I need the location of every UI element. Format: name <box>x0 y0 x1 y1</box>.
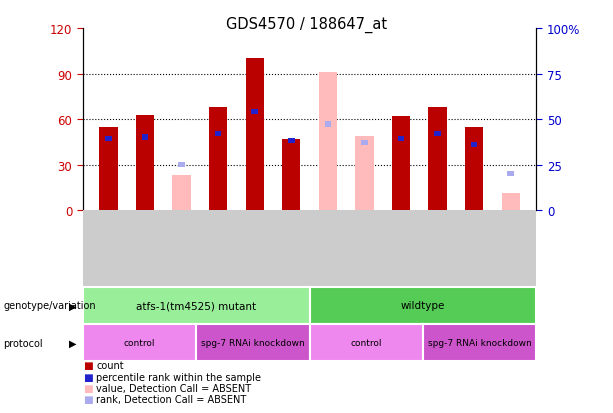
Text: control: control <box>351 338 382 347</box>
Text: ▶: ▶ <box>69 301 76 311</box>
Bar <box>99 127 118 211</box>
Bar <box>356 136 373 211</box>
Bar <box>361 140 368 146</box>
Text: ▶: ▶ <box>69 338 76 348</box>
Bar <box>136 115 154 211</box>
Text: spg-7 RNAi knockdown: spg-7 RNAi knockdown <box>201 338 305 347</box>
Bar <box>215 131 221 137</box>
Bar <box>501 194 520 211</box>
Bar <box>435 131 441 137</box>
Text: GDS4570 / 188647_at: GDS4570 / 188647_at <box>226 17 387 33</box>
Bar <box>508 171 514 177</box>
Text: percentile rank within the sample: percentile rank within the sample <box>96 372 261 382</box>
Text: rank, Detection Call = ABSENT: rank, Detection Call = ABSENT <box>96 394 246 404</box>
Bar <box>172 176 191 211</box>
Bar <box>319 73 337 211</box>
Text: ■: ■ <box>83 394 93 404</box>
Bar <box>465 127 483 211</box>
Bar <box>105 137 112 142</box>
Bar <box>246 59 264 211</box>
Text: spg-7 RNAi knockdown: spg-7 RNAi knockdown <box>428 338 531 347</box>
Bar <box>392 117 410 211</box>
Text: genotype/variation: genotype/variation <box>3 301 96 311</box>
Text: ■: ■ <box>83 383 93 393</box>
Text: control: control <box>124 338 155 347</box>
Bar <box>428 108 447 211</box>
Bar <box>398 137 405 142</box>
Bar <box>288 138 295 144</box>
Bar <box>178 162 185 168</box>
Bar <box>324 122 331 128</box>
Text: ■: ■ <box>83 372 93 382</box>
Text: wildtype: wildtype <box>401 301 445 311</box>
Bar <box>282 140 300 211</box>
Bar <box>251 109 258 115</box>
Text: value, Detection Call = ABSENT: value, Detection Call = ABSENT <box>96 383 251 393</box>
Text: atfs-1(tm4525) mutant: atfs-1(tm4525) mutant <box>136 301 256 311</box>
Bar <box>142 135 148 140</box>
Bar <box>209 108 227 211</box>
Text: ■: ■ <box>83 361 93 370</box>
Text: count: count <box>96 361 124 370</box>
Text: protocol: protocol <box>3 338 43 348</box>
Bar <box>471 142 478 147</box>
